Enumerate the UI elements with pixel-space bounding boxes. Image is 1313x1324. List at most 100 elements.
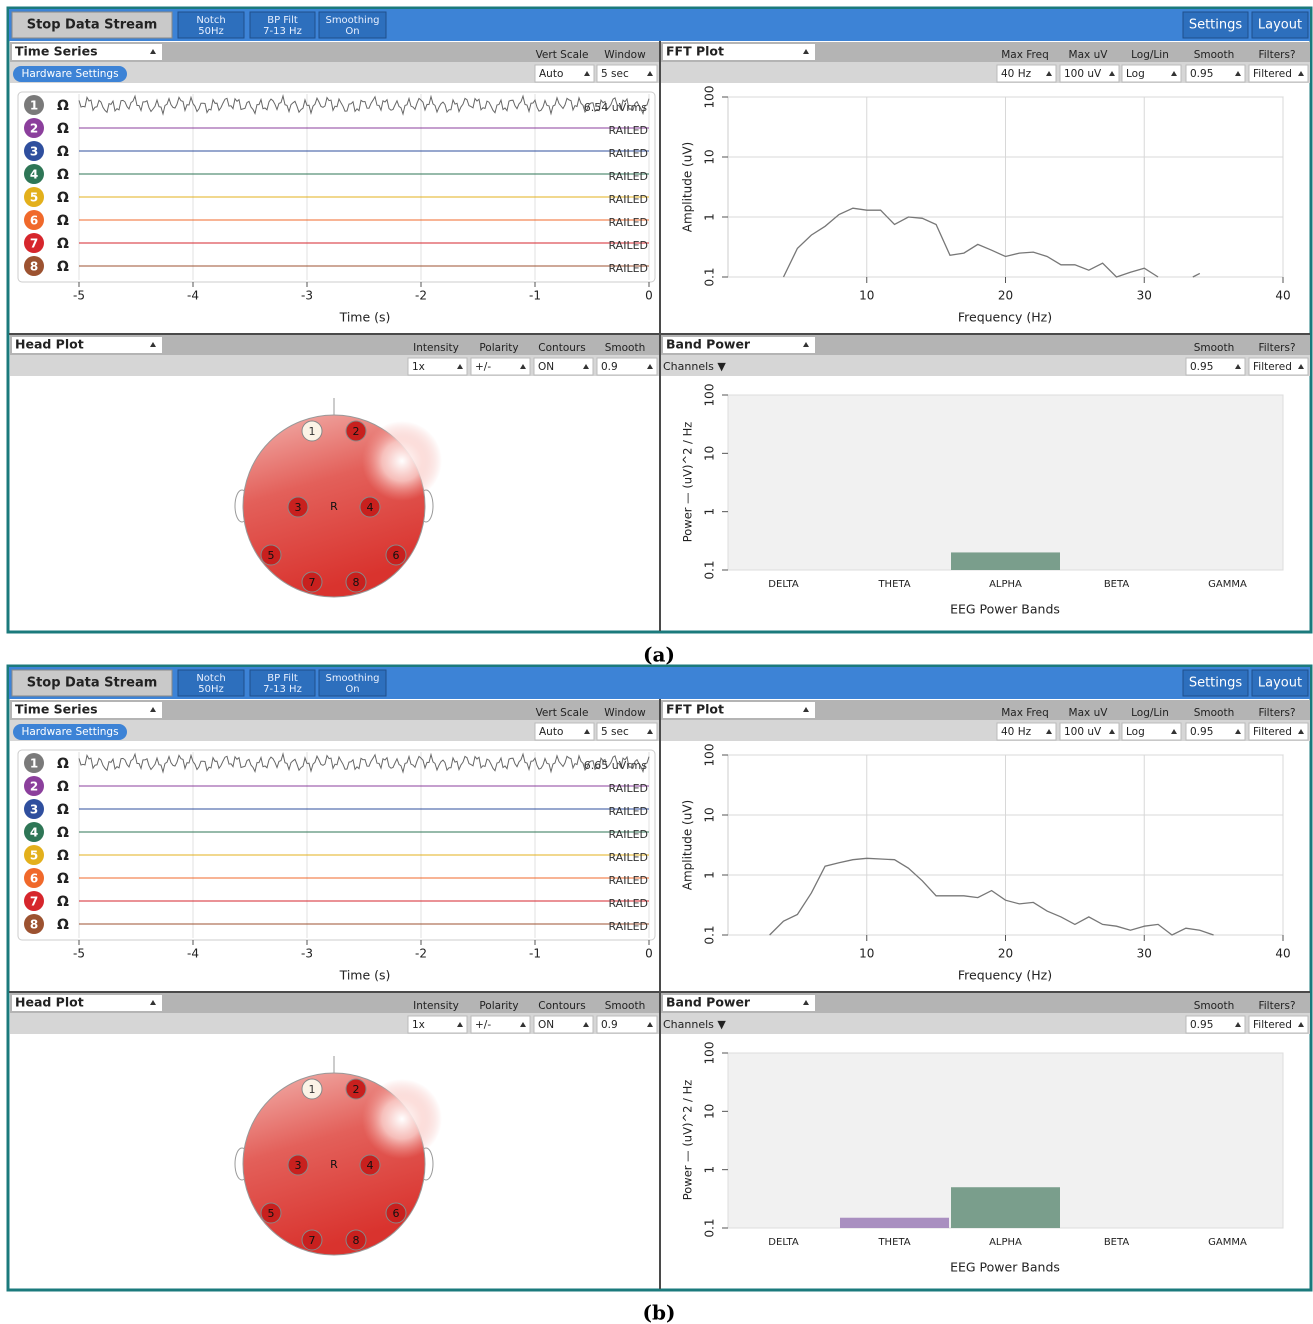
impedance-button: Ω bbox=[57, 848, 69, 864]
y-tick-label: 100 bbox=[703, 86, 717, 109]
x-tick-label: ALPHA bbox=[989, 1237, 1022, 1248]
electrode-label: 7 bbox=[309, 1234, 316, 1247]
railed-label: RAILED bbox=[608, 147, 648, 160]
impedance-button: Ω bbox=[57, 213, 69, 229]
polarity-dropdown-value: +/- bbox=[475, 361, 491, 373]
column-label: Smooth bbox=[1194, 1000, 1235, 1012]
y-tick-label: 0.1 bbox=[703, 560, 717, 579]
widget-title: FFT Plot bbox=[666, 702, 724, 717]
electrode-label: 1 bbox=[309, 1083, 316, 1096]
widget-title: Head Plot bbox=[15, 337, 84, 352]
caption: (b) bbox=[643, 1301, 676, 1324]
channel-number: 3 bbox=[30, 145, 38, 159]
widget-title: FFT Plot bbox=[666, 44, 724, 59]
caption: (a) bbox=[643, 643, 675, 667]
filters-dropdown-value: Filtered bbox=[1253, 361, 1292, 373]
electrode-label: 1 bbox=[309, 425, 316, 438]
widget-title: Head Plot bbox=[15, 995, 84, 1010]
notch-button-label: Notch bbox=[196, 15, 225, 26]
column-label: Filters? bbox=[1258, 342, 1295, 354]
intensity-dropdown-value: 1x bbox=[412, 1019, 425, 1031]
column-label: Max uV bbox=[1069, 49, 1109, 61]
notch-button-label: 50Hz bbox=[198, 684, 224, 695]
log-lin-dropdown-value: Log bbox=[1126, 726, 1145, 738]
x-tick-label: 0 bbox=[645, 289, 653, 303]
y-axis-label: Power — (uV)^2 / Hz bbox=[681, 1080, 695, 1201]
x-tick-label: -5 bbox=[73, 289, 85, 303]
reference-label: R bbox=[330, 500, 338, 513]
channel-number: 6 bbox=[30, 214, 38, 228]
window-dropdown-value: 5 sec bbox=[601, 68, 629, 80]
x-tick-label: -2 bbox=[415, 289, 427, 303]
log-lin-dropdown-value: Log bbox=[1126, 68, 1145, 80]
filters-dropdown-value: Filtered bbox=[1253, 1019, 1292, 1031]
x-axis-label: EEG Power Bands bbox=[950, 1260, 1060, 1275]
x-axis-label: Time (s) bbox=[339, 968, 391, 983]
electrode-label: 7 bbox=[309, 576, 316, 589]
x-tick-label: 30 bbox=[1137, 947, 1152, 961]
stop-button-label: Stop Data Stream bbox=[27, 18, 158, 33]
plot-area bbox=[728, 395, 1283, 570]
head-hotspot bbox=[362, 421, 442, 501]
y-tick-label: 1 bbox=[703, 213, 717, 221]
polarity-dropdown-value: +/- bbox=[475, 1019, 491, 1031]
x-tick-label: 20 bbox=[998, 289, 1013, 303]
x-tick-label: 40 bbox=[1275, 289, 1290, 303]
divider bbox=[659, 699, 661, 1289]
x-tick-label: BETA bbox=[1104, 1237, 1130, 1248]
railed-label: RAILED bbox=[608, 851, 648, 864]
channels-dropdown[interactable]: Channels ▼ bbox=[663, 360, 726, 373]
smooth-dropdown-value: 0.9 bbox=[601, 361, 618, 373]
electrode-label: 8 bbox=[353, 1234, 360, 1247]
electrode-label: 8 bbox=[353, 576, 360, 589]
y-axis-label: Amplitude (uV) bbox=[681, 800, 695, 891]
column-label: Max uV bbox=[1069, 707, 1109, 719]
head-hotspot bbox=[362, 1079, 442, 1159]
electrode-label: 3 bbox=[295, 1159, 302, 1172]
x-tick-label: GAMMA bbox=[1208, 579, 1247, 590]
x-tick-label: 0 bbox=[645, 947, 653, 961]
max-uv-dropdown-value: 100 uV bbox=[1064, 726, 1102, 738]
max-freq-dropdown-value: 40 Hz bbox=[1001, 726, 1032, 738]
channel-number: 5 bbox=[30, 849, 38, 863]
x-tick-label: DELTA bbox=[768, 579, 799, 590]
y-tick-label: 0.1 bbox=[703, 1218, 717, 1237]
channel-number: 7 bbox=[30, 895, 38, 909]
x-tick-label: 10 bbox=[859, 289, 874, 303]
y-tick-label: 0.1 bbox=[703, 925, 717, 944]
x-tick-label: GAMMA bbox=[1208, 1237, 1247, 1248]
railed-label: RAILED bbox=[608, 805, 648, 818]
impedance-button: Ω bbox=[57, 121, 69, 137]
x-tick-label: 20 bbox=[998, 947, 1013, 961]
railed-label: RAILED bbox=[608, 897, 648, 910]
channel-number: 5 bbox=[30, 191, 38, 205]
column-label: Intensity bbox=[413, 1000, 459, 1012]
y-tick-label: 10 bbox=[703, 446, 717, 461]
y-tick-label: 10 bbox=[703, 149, 717, 164]
railed-label: RAILED bbox=[608, 874, 648, 887]
rms-label: 6.54 uVrms bbox=[584, 101, 648, 114]
smooth-dropdown-value: 0.95 bbox=[1190, 361, 1213, 373]
channels-dropdown[interactable]: Channels ▼ bbox=[663, 1018, 726, 1031]
plot-box bbox=[18, 92, 655, 282]
railed-label: RAILED bbox=[608, 216, 648, 229]
x-tick-label: -2 bbox=[415, 947, 427, 961]
impedance-button: Ω bbox=[57, 871, 69, 887]
channel-number: 1 bbox=[30, 757, 38, 771]
divider bbox=[9, 991, 1310, 993]
smooth-dropdown-value: 0.95 bbox=[1190, 1019, 1213, 1031]
widget-title: Time Series bbox=[15, 44, 98, 59]
smoothing-button-label: Smoothing bbox=[325, 673, 379, 684]
impedance-button: Ω bbox=[57, 917, 69, 933]
x-tick-label: ALPHA bbox=[989, 579, 1022, 590]
y-tick-label: 10 bbox=[703, 807, 717, 822]
y-axis-label: Power — (uV)^2 / Hz bbox=[681, 422, 695, 543]
column-label: Intensity bbox=[413, 342, 459, 354]
column-label: Log/Lin bbox=[1131, 49, 1169, 61]
y-tick-label: 1 bbox=[703, 871, 717, 879]
channel-number: 2 bbox=[30, 780, 38, 794]
y-tick-label: 100 bbox=[703, 1042, 717, 1065]
electrode-label: 4 bbox=[367, 501, 374, 514]
layout-button-label: Layout bbox=[1258, 18, 1302, 33]
filters-dropdown-value: Filtered bbox=[1253, 68, 1292, 80]
